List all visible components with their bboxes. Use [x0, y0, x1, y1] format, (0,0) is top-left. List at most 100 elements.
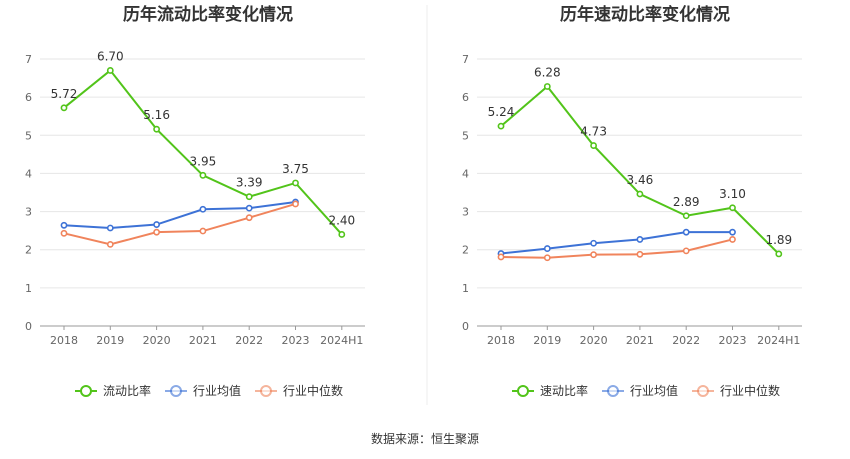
- data-point: [60, 221, 68, 229]
- data-point: [682, 228, 690, 236]
- y-tick-label: 1: [25, 282, 32, 295]
- data-label: 3.95: [190, 154, 217, 168]
- data-label: 3.46: [627, 173, 654, 187]
- data-point: [497, 122, 505, 130]
- data-point: [497, 253, 505, 261]
- x-tick-label: 2022: [672, 334, 700, 347]
- data-point: [199, 171, 207, 179]
- data-point: [543, 254, 551, 262]
- y-tick-label: 1: [462, 282, 469, 295]
- data-point: [590, 142, 597, 149]
- legend-marker-icon: [260, 385, 272, 397]
- data-point: [60, 104, 68, 112]
- legend-label: 速动比率: [540, 383, 588, 398]
- y-tick-label: 0: [25, 320, 32, 333]
- data-point: [292, 179, 299, 187]
- legend-marker-icon: [517, 385, 529, 397]
- data-point: [153, 228, 160, 236]
- x-tick-label: 2023: [719, 334, 747, 347]
- data-label: 6.28: [534, 65, 561, 79]
- data-point: [106, 67, 114, 74]
- data-point: [543, 83, 551, 90]
- data-label: 5.24: [488, 105, 515, 119]
- chart-title: 历年流动比率变化情况: [123, 4, 293, 25]
- legend-item[interactable]: 行业均值: [165, 383, 241, 398]
- data-label: 1.89: [765, 233, 792, 247]
- data-point: [682, 247, 690, 255]
- data-point: [245, 193, 253, 201]
- data-point: [106, 224, 114, 232]
- chart-panel-1: 历年流动比率变化情况 0 1 2 3 4 5 6 7 2018 2019 2020 2021 2022 20…: [25, 4, 365, 398]
- data-point: [636, 236, 644, 243]
- y-tick-label: 6: [25, 91, 32, 104]
- data-point: [245, 214, 253, 222]
- data-point: [775, 250, 783, 258]
- data-point: [636, 190, 644, 198]
- data-point: [245, 204, 253, 212]
- data-point: [338, 231, 346, 238]
- data-point: [682, 212, 690, 220]
- chart-title: 历年速动比率变化情况: [560, 4, 730, 25]
- y-tick-label: 2: [25, 244, 32, 257]
- x-tick-label: 2018: [50, 334, 78, 347]
- data-label: 5.72: [51, 87, 78, 101]
- legend-label: 行业均值: [630, 383, 678, 398]
- legend-item[interactable]: 行业中位数: [692, 383, 780, 398]
- x-tick-label: 2019: [96, 334, 124, 347]
- y-tick-label: 4: [462, 167, 469, 180]
- data-point: [199, 227, 207, 235]
- data-point: [153, 221, 160, 228]
- data-label: 2.89: [673, 195, 700, 209]
- series-line: [500, 85, 780, 255]
- chart-panel-2: 历年速动比率变化情况 0 1 2 3 4 5 6 7 2018 2019 2020 2021 2022 20…: [462, 4, 802, 398]
- legend-marker-icon: [170, 385, 182, 397]
- y-tick-label: 3: [25, 206, 32, 219]
- data-point: [199, 205, 207, 213]
- series-line: [500, 231, 733, 255]
- data-point: [106, 240, 114, 248]
- y-tick-label: 6: [462, 91, 469, 104]
- y-tick-label: 5: [25, 129, 32, 142]
- data-point: [292, 200, 299, 208]
- data-label: 3.39: [236, 176, 263, 190]
- data-point: [153, 125, 160, 133]
- data-point: [590, 239, 597, 247]
- y-tick-label: 7: [25, 53, 32, 66]
- x-tick-label: 2022: [235, 334, 263, 347]
- series-line: [63, 201, 296, 229]
- data-label: 2.40: [328, 213, 355, 227]
- y-tick-label: 0: [462, 320, 469, 333]
- y-tick-label: 4: [25, 167, 32, 180]
- x-tick-label: 2021: [626, 334, 654, 347]
- data-point: [729, 204, 736, 212]
- data-label: 6.70: [97, 49, 124, 63]
- data-label: 4.73: [580, 125, 607, 139]
- x-tick-label: 2024H1: [320, 334, 363, 347]
- legend-label: 行业均值: [193, 383, 241, 398]
- data-label: 5.16: [143, 108, 170, 122]
- legend-marker-icon: [697, 385, 709, 397]
- legend-marker-icon: [607, 385, 619, 397]
- data-point: [729, 236, 736, 243]
- y-tick-label: 7: [462, 53, 469, 66]
- legend-item[interactable]: 流动比率: [75, 383, 151, 398]
- legend-item[interactable]: 速动比率: [512, 383, 588, 398]
- legend-item[interactable]: 行业均值: [602, 383, 678, 398]
- data-point: [590, 251, 597, 259]
- legend-label: 行业中位数: [720, 383, 780, 398]
- data-label: 3.75: [282, 162, 309, 176]
- x-tick-label: 2024H1: [757, 334, 800, 347]
- x-tick-label: 2020: [580, 334, 608, 347]
- data-point: [636, 250, 644, 258]
- y-tick-label: 5: [462, 129, 469, 142]
- legend-marker-icon: [80, 385, 92, 397]
- data-source-note: 数据来源：恒生聚源: [370, 432, 479, 446]
- data-point: [729, 228, 736, 236]
- data-point: [60, 229, 68, 237]
- legend-item[interactable]: 行业中位数: [255, 383, 343, 398]
- data-point: [543, 245, 551, 252]
- y-tick-label: 3: [462, 206, 469, 219]
- x-tick-label: 2023: [282, 334, 310, 347]
- x-tick-label: 2018: [487, 334, 515, 347]
